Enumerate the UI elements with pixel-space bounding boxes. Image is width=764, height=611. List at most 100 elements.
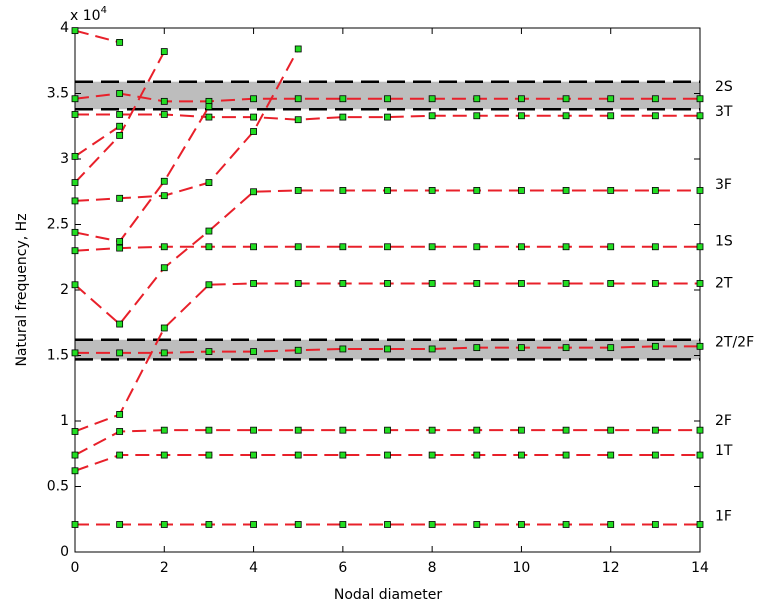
series-marker <box>339 243 347 251</box>
series-marker <box>294 116 302 124</box>
series-marker <box>160 48 168 55</box>
series-marker <box>651 243 659 251</box>
series-marker <box>473 112 481 120</box>
x-tick-label: 4 <box>249 560 258 576</box>
series-line <box>74 189 700 326</box>
series-marker <box>696 280 704 287</box>
series-marker <box>651 112 659 120</box>
series-marker <box>339 345 347 353</box>
series-marker <box>294 95 302 103</box>
series-marker <box>428 187 436 194</box>
series-marker <box>116 349 124 357</box>
series-marker <box>651 451 659 459</box>
series-marker <box>562 95 570 103</box>
series-marker <box>71 179 79 186</box>
series-line <box>74 48 300 202</box>
annotation: 2S <box>715 79 733 95</box>
series-marker <box>607 426 615 434</box>
series-marker <box>205 426 213 434</box>
series-marker <box>607 280 615 287</box>
series-marker <box>294 521 302 528</box>
annotation: 2F <box>715 413 732 429</box>
series-marker <box>339 451 347 459</box>
series-marker <box>607 187 615 194</box>
x-tick-label: 14 <box>691 560 709 576</box>
series-marker <box>250 521 257 528</box>
series-marker <box>651 521 659 528</box>
series-marker <box>384 113 391 121</box>
series-marker <box>473 426 481 434</box>
series-marker <box>473 344 481 352</box>
series-marker <box>250 113 257 121</box>
y-tick-label: 0 <box>60 544 69 560</box>
series-marker <box>205 451 213 459</box>
series-line <box>74 429 700 456</box>
series-marker <box>116 411 124 418</box>
series-marker <box>160 451 168 459</box>
x-axis-label: Nodal diameter <box>334 587 443 603</box>
series-marker <box>473 451 481 459</box>
series-marker <box>339 426 347 434</box>
series-marker <box>518 112 525 120</box>
series-marker <box>116 238 124 245</box>
series-marker <box>384 95 391 103</box>
series-marker <box>160 521 168 528</box>
series-marker <box>428 280 436 287</box>
series-marker <box>160 324 168 332</box>
series-marker <box>384 187 391 194</box>
series-marker <box>205 348 213 355</box>
series-marker <box>71 27 79 35</box>
series-marker <box>518 344 525 352</box>
series-marker <box>71 111 79 118</box>
series-marker <box>428 451 436 459</box>
series-marker <box>696 521 704 528</box>
series-marker <box>294 45 302 53</box>
series-marker <box>696 112 704 120</box>
series-marker <box>428 112 436 120</box>
series-marker <box>250 280 257 287</box>
series-marker <box>562 112 570 120</box>
series-marker <box>71 95 79 103</box>
series-line <box>74 29 120 44</box>
series-marker <box>71 467 79 475</box>
series-marker <box>116 90 124 97</box>
series-marker <box>205 227 213 235</box>
series-marker <box>116 111 124 118</box>
series-marker <box>518 95 525 103</box>
series-marker <box>160 97 168 105</box>
series-marker <box>473 187 481 194</box>
x-tick-label: 6 <box>338 560 347 576</box>
series-marker <box>71 228 79 236</box>
series-marker <box>384 451 391 459</box>
series-marker <box>116 320 124 328</box>
series-marker <box>294 346 302 354</box>
y-tick-label: 2 <box>60 282 69 298</box>
series-marker <box>205 243 213 251</box>
series-marker <box>651 280 659 287</box>
series-marker <box>696 187 704 194</box>
series-marker <box>473 95 481 103</box>
series-marker <box>518 451 525 459</box>
series-marker <box>339 280 347 287</box>
x-tick-label: 2 <box>160 560 169 576</box>
annotation: 2T <box>715 275 733 291</box>
series-marker <box>116 122 124 130</box>
y-tick-label: 0.5 <box>47 479 69 495</box>
series-marker <box>116 451 124 459</box>
y-axis-label: Natural frequency, Hz <box>14 213 30 366</box>
y-tick-label: 2.5 <box>47 217 69 233</box>
series-marker <box>384 426 391 434</box>
series-marker <box>71 521 79 528</box>
series-marker <box>294 243 302 251</box>
x-tick-label: 8 <box>428 560 437 576</box>
series-marker <box>160 192 168 200</box>
series-marker <box>250 426 257 434</box>
series-marker <box>428 345 436 353</box>
series-marker <box>294 451 302 459</box>
series-marker <box>518 243 525 251</box>
series-marker <box>607 95 615 103</box>
series-marker <box>71 349 79 357</box>
series-marker <box>205 179 213 186</box>
series-marker <box>116 194 124 202</box>
y-tick-label: 1 <box>60 413 69 429</box>
